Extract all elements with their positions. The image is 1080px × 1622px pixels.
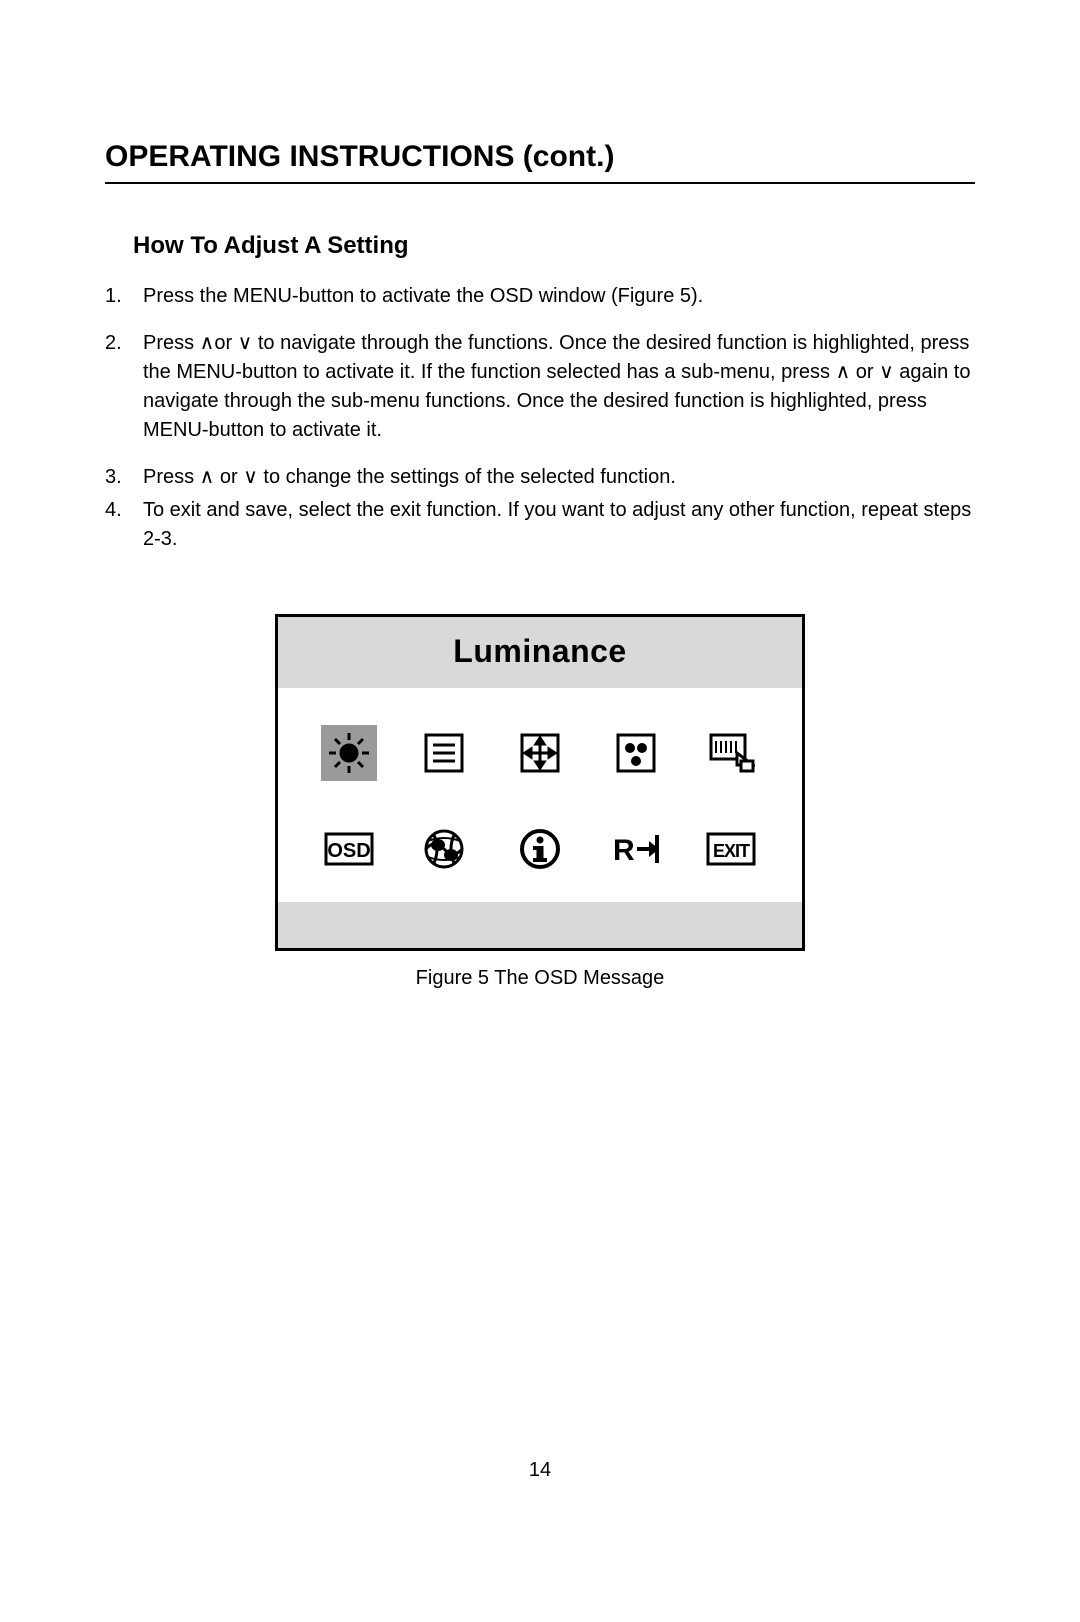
osd-title-bar: Luminance xyxy=(278,617,802,688)
osd-setup-icon[interactable]: OSD xyxy=(321,821,377,877)
step-number: 1. xyxy=(105,282,143,311)
step-number: 2. xyxy=(105,329,143,445)
step-text: Press the MENU-button to activate the OS… xyxy=(143,282,975,311)
instruction-step: 1. Press the MENU-button to activate the… xyxy=(105,282,975,311)
exit-icon[interactable]: EXIT xyxy=(703,821,759,877)
section-heading: OPERATING INSTRUCTIONS (cont.) xyxy=(105,140,975,174)
step-text: Press ∧ or ∨ to change the settings of t… xyxy=(143,463,975,492)
reset-icon[interactable]: R xyxy=(608,821,664,877)
step-text: Press ∧or ∨ to navigate through the func… xyxy=(143,329,975,445)
color-temp-icon[interactable] xyxy=(608,725,664,781)
image-setup-icon[interactable] xyxy=(416,725,472,781)
svg-text:EXIT: EXIT xyxy=(713,841,750,861)
instruction-list: 1. Press the MENU-button to activate the… xyxy=(105,282,975,554)
page-number: 14 xyxy=(0,1459,1080,1482)
heading-rule xyxy=(105,182,975,184)
information-icon[interactable] xyxy=(512,821,568,877)
instruction-step: 4. To exit and save, select the exit fun… xyxy=(105,496,975,554)
manual-page: OPERATING INSTRUCTIONS (cont.) How To Ad… xyxy=(0,0,1080,1622)
osd-footer-bar xyxy=(278,902,802,948)
subsection-heading: How To Adjust A Setting xyxy=(133,232,975,260)
svg-text:OSD: OSD xyxy=(327,840,370,862)
osd-window: Luminance xyxy=(275,614,805,951)
step-text: To exit and save, select the exit functi… xyxy=(143,496,975,554)
svg-text:R: R xyxy=(613,834,635,867)
picture-boost-icon[interactable] xyxy=(703,725,759,781)
figure-container: Luminance xyxy=(105,614,975,990)
position-icon[interactable] xyxy=(512,725,568,781)
osd-icon-grid: OSD xyxy=(278,688,802,902)
figure-caption: Figure 5 The OSD Message xyxy=(416,967,665,990)
instruction-step: 3. Press ∧ or ∨ to change the settings o… xyxy=(105,463,975,492)
language-icon[interactable] xyxy=(416,821,472,877)
step-number: 4. xyxy=(105,496,143,554)
luminance-icon[interactable] xyxy=(321,725,377,781)
step-number: 3. xyxy=(105,463,143,492)
instruction-step: 2. Press ∧or ∨ to navigate through the f… xyxy=(105,329,975,445)
